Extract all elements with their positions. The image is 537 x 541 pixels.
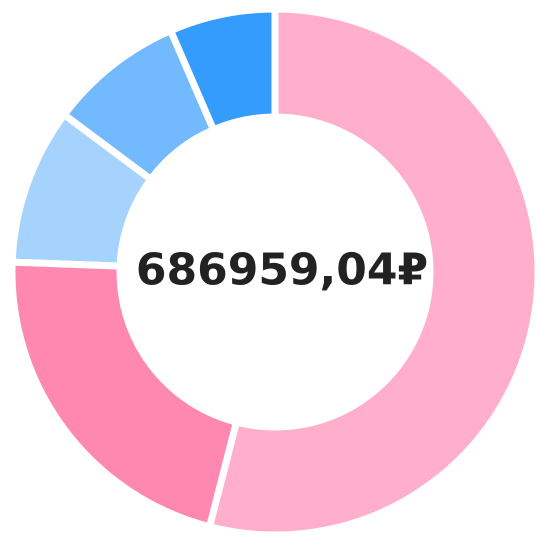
donut-segment	[8, 258, 241, 531]
center-label: 686959,04₽	[136, 245, 428, 296]
donut-segment	[8, 109, 156, 270]
donut-segment	[205, 5, 537, 539]
